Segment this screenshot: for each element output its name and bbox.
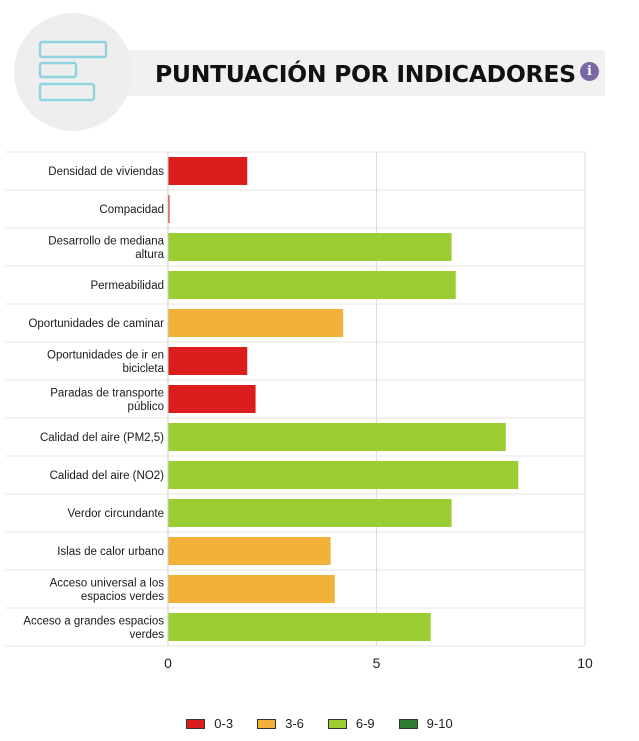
bar[interactable] — [168, 499, 452, 527]
bar[interactable] — [168, 385, 256, 413]
bar[interactable] — [168, 537, 331, 565]
legend-item[interactable]: 0-3 — [186, 716, 233, 731]
category-label: Calidad del aire (PM2,5) — [40, 432, 164, 444]
header-icon-circle — [14, 13, 132, 131]
category-label: Paradas de transporte público — [50, 387, 164, 413]
bar[interactable] — [168, 423, 506, 451]
page-title: PUNTUACIÓN POR INDICADORES — [155, 60, 576, 88]
x-tick-label: 5 — [373, 655, 381, 671]
bar[interactable] — [168, 575, 335, 603]
bar[interactable] — [168, 195, 170, 223]
legend-item[interactable]: 6-9 — [327, 716, 375, 731]
legend-item[interactable]: 3-6 — [257, 716, 304, 731]
category-label: Oportunidades de caminar — [28, 318, 164, 330]
bar[interactable] — [168, 613, 431, 641]
category-label: Desarrollo de mediana altura — [48, 235, 164, 261]
legend-swatch — [257, 718, 277, 729]
chart-legend: 0-3 3-6 6-9 9-10 — [0, 716, 639, 731]
header-band — [60, 50, 605, 96]
x-tick-label: 0 — [164, 655, 172, 671]
legend-swatch — [186, 718, 206, 729]
info-icon[interactable]: i — [580, 62, 599, 81]
category-label: Densidad de viviendas — [48, 166, 164, 178]
legend-label: 6-9 — [355, 716, 375, 731]
indicator-bar-chart: Densidad de viviendas Compacidad Desarroll… — [5, 151, 593, 671]
legend-swatch — [327, 718, 347, 729]
category-label: Oportunidades de ir en bicicleta — [47, 349, 165, 375]
category-label: Acceso universal a los espacios verdes — [50, 577, 165, 603]
x-tick-label: 10 — [577, 655, 593, 671]
bar[interactable] — [168, 233, 452, 261]
legend-label: 9-10 — [426, 716, 453, 731]
category-label: Acceso a grandes espacios verdes — [23, 615, 164, 641]
legend-label: 0-3 — [214, 716, 234, 731]
category-label: Permeabilidad — [90, 280, 164, 292]
bar[interactable] — [168, 461, 519, 489]
category-label: Verdor circundante — [67, 508, 164, 520]
legend-label: 3-6 — [285, 716, 304, 731]
bar[interactable] — [168, 157, 248, 185]
category-label: Compacidad — [99, 204, 164, 216]
bar[interactable] — [168, 271, 456, 299]
bar[interactable] — [168, 309, 344, 337]
dashboard-panel-icon — [38, 40, 108, 102]
category-label: Islas de calor urbano — [57, 546, 164, 558]
category-label: Calidad del aire (NO2) — [50, 470, 165, 482]
bar[interactable] — [168, 347, 248, 375]
legend-item[interactable]: 9-10 — [398, 716, 453, 731]
legend-swatch — [398, 718, 418, 729]
